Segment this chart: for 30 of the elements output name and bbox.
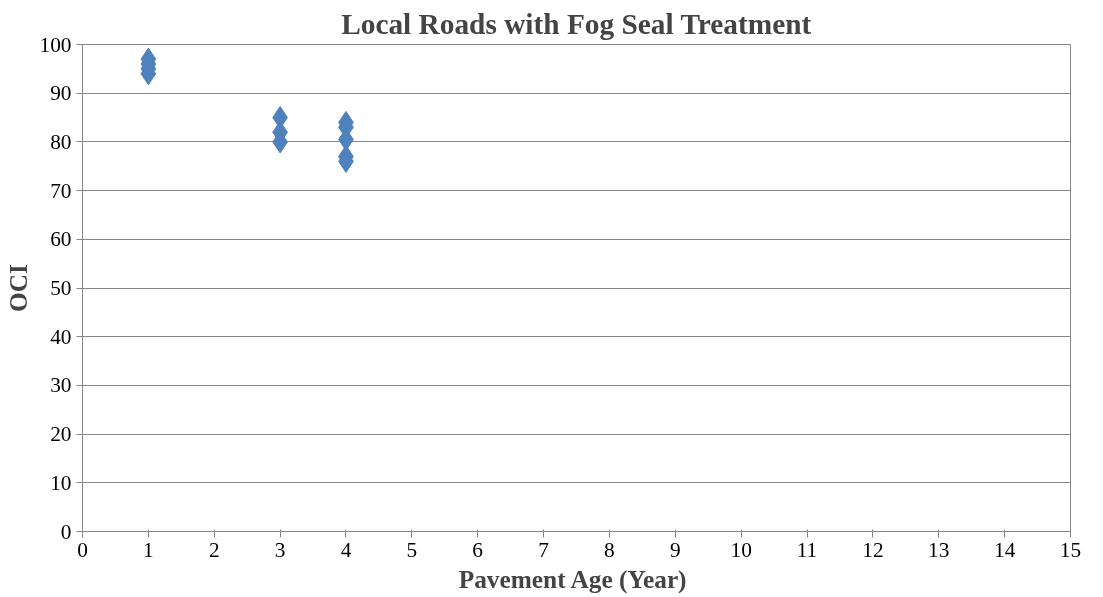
x-tick-label: 10 <box>730 537 752 562</box>
x-axis-title: Pavement Age (Year) <box>458 564 687 594</box>
x-tick-label: 15 <box>1059 537 1082 562</box>
y-tick-label: 0 <box>60 519 72 544</box>
y-tick-label: 100 <box>39 32 72 57</box>
x-tick-label: 8 <box>604 537 615 562</box>
x-tick-label: 3 <box>274 537 286 562</box>
y-tick-label: 20 <box>50 422 72 447</box>
x-tick-label: 9 <box>669 537 681 562</box>
y-tick-label: 60 <box>50 227 72 252</box>
y-tick-label: 30 <box>50 373 72 398</box>
y-tick-label: 40 <box>50 324 72 349</box>
x-tick-label: 11 <box>796 537 818 562</box>
chart-title: Local Roads with Fog Seal Treatment <box>341 7 812 40</box>
x-tick-label: 5 <box>406 537 418 562</box>
x-tick-label: 2 <box>208 537 220 562</box>
x-tick-label: 1 <box>143 537 154 562</box>
y-tick-label: 90 <box>50 81 72 106</box>
y-tick-label: 80 <box>50 129 72 154</box>
x-tick-label: 14 <box>993 537 1016 562</box>
x-tick-label: 6 <box>472 537 484 562</box>
y-tick-label: 50 <box>50 276 72 300</box>
x-tick-label: 13 <box>928 537 950 562</box>
x-tick-label: 12 <box>862 537 884 562</box>
x-tick-label: 0 <box>77 537 88 562</box>
x-tick-label: 4 <box>340 537 352 562</box>
y-axis-title: OCI <box>3 264 32 312</box>
y-tick-label: 70 <box>50 178 72 203</box>
x-tick-label: 7 <box>538 537 550 562</box>
y-tick-label: 10 <box>50 470 72 495</box>
